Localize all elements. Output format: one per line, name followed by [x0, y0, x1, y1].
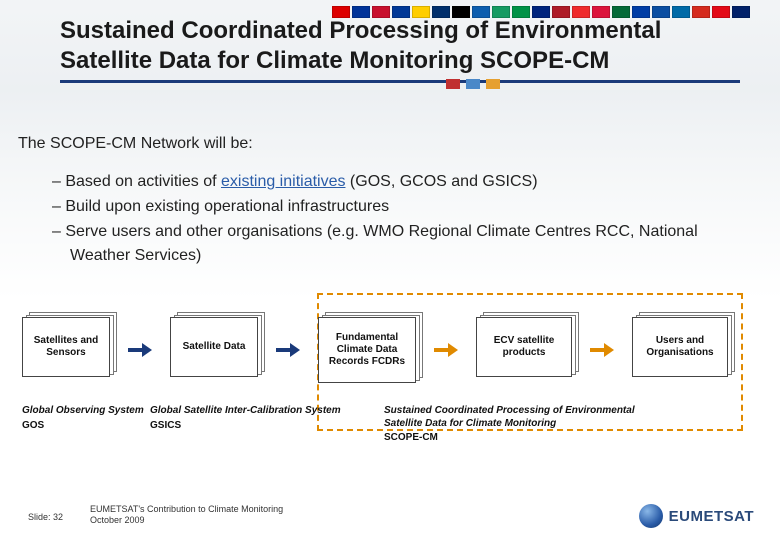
diagram-node: Users and Organisations — [632, 317, 728, 377]
diagram-node: Satellites and Sensors — [22, 317, 110, 377]
title-underline — [60, 80, 740, 83]
diagram-node: Satellite Data — [170, 317, 258, 377]
diagram-sublabel: Global Satellite Inter-Calibration Syste… — [150, 405, 341, 432]
bullet-list: Based on activities of existing initiati… — [52, 170, 750, 269]
accent-squares — [446, 79, 500, 89]
logo-orb-icon — [639, 504, 663, 528]
accent-red — [446, 79, 460, 89]
eumetsat-logo: EUMETSAT — [639, 504, 754, 528]
arrow-icon — [590, 344, 614, 356]
logo-text: EUMETSAT — [669, 508, 754, 525]
footer: Slide: 32 EUMETSAT's Contribution to Cli… — [0, 498, 780, 526]
accent-blue — [466, 79, 480, 89]
accent-orange — [486, 79, 500, 89]
slide-number: Slide: 32 — [28, 512, 63, 522]
slide-title: Sustained Coordinated Processing of Envi… — [60, 16, 740, 76]
arrow-icon — [276, 344, 300, 356]
intro-text: The SCOPE-CM Network will be: — [18, 135, 253, 153]
bullet-1: Based on activities of existing initiati… — [52, 170, 750, 193]
arrow-icon — [128, 344, 152, 356]
link-existing-initiatives: existing initiatives — [221, 173, 346, 190]
bullet-3: Serve users and other organisations (e.g… — [52, 220, 750, 266]
diagram-node: Fundamental Climate Data Records FCDRs — [318, 317, 416, 383]
diagram-row: Satellites and Sensors Satellite Data Fund… — [22, 317, 758, 383]
arrow-icon — [434, 344, 458, 356]
bullet-2: Build upon existing operational infrastr… — [52, 195, 750, 218]
diagram-sublabel: Sustained Coordinated Processing of Envi… — [384, 405, 644, 445]
footer-text: EUMETSAT's Contribution to Climate Monit… — [90, 504, 283, 526]
flow-diagram: Satellites and Sensors Satellite Data Fund… — [22, 295, 758, 465]
diagram-sublabel: Global Observing SystemGOS — [22, 405, 144, 432]
title-block: Sustained Coordinated Processing of Envi… — [60, 16, 740, 83]
diagram-node: ECV satellite products — [476, 317, 572, 377]
